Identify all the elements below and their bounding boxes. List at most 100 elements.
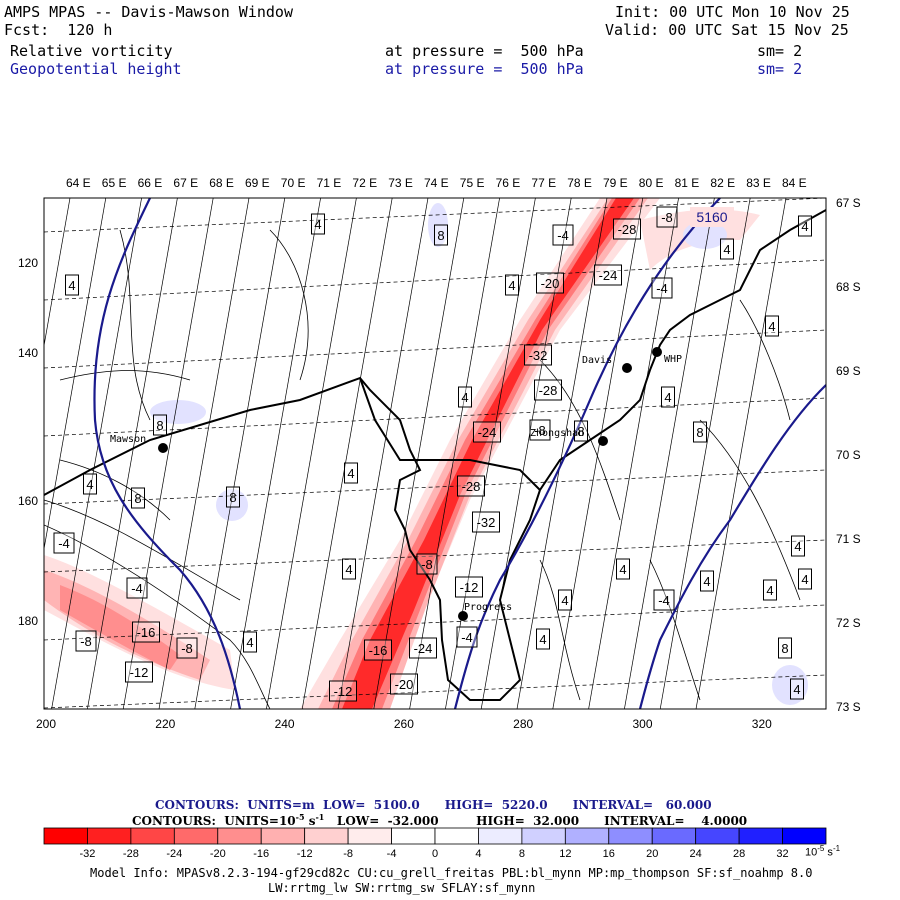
latitude-label: 69 S (836, 364, 861, 378)
meridian-line (516, 198, 608, 709)
meridian-line (445, 198, 536, 709)
vorticity-label-box (75, 630, 97, 652)
meridian-line (122, 198, 214, 709)
vorticity-label-box (390, 673, 418, 695)
colorbar-tick-label: -12 (296, 848, 313, 860)
latitude-label: 67 S (836, 196, 861, 210)
meridian-line (409, 198, 500, 709)
vorticity-label: 8 (577, 424, 584, 439)
colorbar-tick-label: 8 (518, 848, 525, 860)
vorticity-label: 8 (134, 491, 141, 506)
vorticity-label-box (457, 475, 485, 497)
colorbar-swatch (217, 827, 262, 845)
longitude-label: 82 E (710, 176, 736, 190)
station-dot (622, 363, 632, 373)
meridians (44, 198, 787, 709)
vorticity-label: 8 (781, 641, 788, 656)
vorticity-contours (44, 229, 801, 709)
colorbar-swatch (608, 827, 653, 845)
vorticity-label-box (574, 420, 588, 442)
bottom-tick-label: 320 (751, 717, 772, 731)
meridian-line (301, 198, 393, 709)
vorticity-label-box (594, 264, 622, 286)
colorbar-swatch (651, 827, 697, 845)
vorticity-label: -16 (137, 625, 156, 640)
station-name: Zhongshan (530, 428, 585, 439)
field2-smoothing: sm= 2 (757, 60, 803, 78)
vorticity-label-box (409, 637, 437, 659)
vorticity-label-box (416, 553, 438, 575)
colorbar-swatch (738, 827, 783, 845)
station-name: Davis (582, 355, 613, 366)
meridian-line (373, 198, 465, 709)
vorticity-label: -4 (461, 630, 473, 645)
vorticity-label-box (790, 678, 804, 700)
left-tick-label: 180 (17, 614, 38, 628)
vorticity-label: -8 (421, 557, 433, 572)
height-contours (93, 198, 826, 709)
longitude-label: 81 E (674, 176, 700, 190)
vorticity-label-box (131, 487, 145, 509)
vorticity-label: -4 (656, 281, 668, 296)
station-dot (458, 611, 468, 621)
colorbar-tick-label: -4 (386, 848, 397, 860)
vorticity-legend-unit-s: s (304, 814, 316, 828)
vorticity-label-box (798, 568, 812, 590)
vorticity-label-box (434, 224, 448, 246)
longitude-label: 70 E (280, 176, 306, 190)
vorticity-label-box (153, 414, 167, 436)
colorbar-unit-exp2: -1 (832, 844, 841, 853)
vorticity-label: -8 (80, 634, 92, 649)
vorticity-label: -12 (130, 665, 149, 680)
colorbar-swatch (43, 827, 88, 845)
vorticity-label: -8 (181, 641, 193, 656)
station-dot (598, 436, 608, 446)
vorticity-label-box (536, 272, 564, 294)
latitude-label: 68 S (836, 280, 861, 294)
vorticity-label: -4 (131, 581, 143, 596)
vorticity-label-box (765, 315, 779, 337)
vorticity-label: 4 (793, 682, 800, 697)
vorticity-label: -20 (541, 276, 560, 291)
vorticity-label: 8 (229, 490, 236, 505)
meridian-line (266, 198, 357, 709)
vorticity-label-box (791, 535, 805, 557)
colorbar-swatch (260, 827, 306, 845)
longitude-label: 66 E (137, 176, 163, 190)
vorticity-legend-range: LOW= -32.000 HIGH= 32.000 INTERVAL= 4.00… (324, 814, 748, 828)
vorticity-label: 4 (68, 278, 75, 293)
vorticity-label-box (83, 473, 97, 495)
bottom-tick-label: 200 (35, 717, 57, 731)
meridian-line (44, 198, 107, 551)
graticule (44, 198, 826, 709)
colorbar-tick-label: -16 (253, 848, 270, 860)
longitude-label: 71 E (316, 176, 342, 190)
meridian-line (230, 198, 321, 709)
bottom-tick-label: 280 (513, 717, 534, 731)
vorticity-label: -32 (529, 348, 548, 363)
vorticity-label-box (693, 421, 707, 443)
longitude-label: 79 E (603, 176, 628, 190)
vorticity-label-box (125, 661, 153, 683)
colorbar-swatch (130, 827, 175, 845)
coastline (44, 209, 826, 701)
colorbar-tick-label: 24 (689, 848, 702, 860)
station-dot (158, 443, 168, 453)
vorticity-label-box (329, 680, 357, 702)
vorticity-label: -12 (334, 684, 353, 699)
vorticity-label-box (455, 576, 483, 598)
vorticity-label: 4 (801, 572, 808, 587)
vorticity-label-box (342, 558, 356, 580)
colorbar-tick-label: 0 (431, 848, 439, 860)
colorbar-tick-label: 4 (475, 848, 482, 860)
vorticity-label-box (226, 486, 240, 508)
vorticity-label-box (558, 589, 572, 611)
vorticity-label-box (536, 628, 550, 650)
longitude-label: 83 E (746, 176, 771, 190)
station-name: Progress (464, 602, 513, 613)
vorticity-label: 8 (156, 418, 163, 433)
vorticity-label: -28 (618, 222, 637, 237)
colorbar-swatch (782, 827, 827, 845)
vorticity-label: 4 (619, 562, 626, 577)
